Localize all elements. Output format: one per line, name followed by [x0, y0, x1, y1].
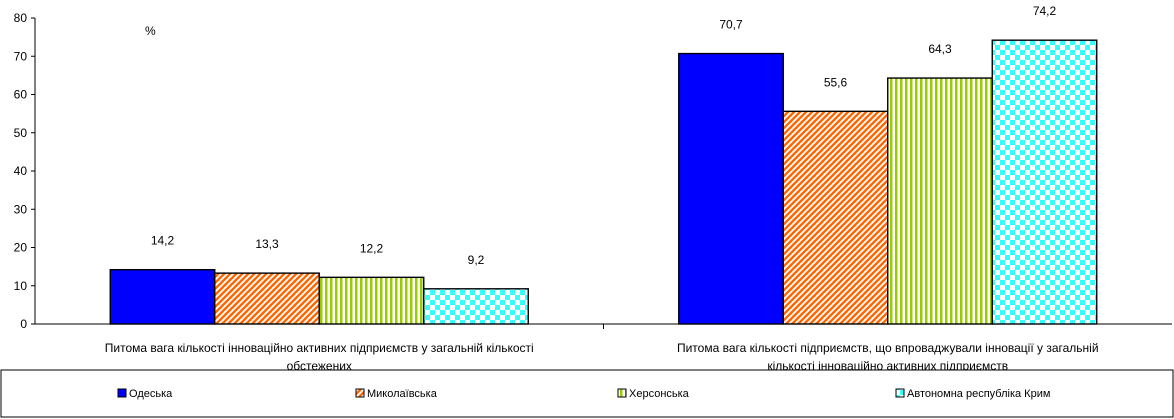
y-tick-label: 80: [14, 11, 28, 25]
data-labels: 14,2 13,3 12,2 9,2 70,7 55,6 64,3 74,2: [151, 4, 1057, 267]
bar: [109, 268, 216, 325]
unit-label: %: [145, 24, 156, 38]
y-tick-label: 40: [14, 164, 28, 178]
bars: [109, 39, 1098, 325]
legend-label: Миколаївська: [367, 388, 438, 400]
y-tick-label: 10: [14, 279, 28, 293]
bar: [214, 272, 320, 325]
data-label: 14,2: [151, 234, 175, 248]
legend-label: Автономна республіка Крим: [907, 388, 1050, 400]
data-label: 55,6: [824, 75, 848, 89]
y-tick-label: 30: [14, 202, 28, 216]
legend-swatch: [117, 388, 127, 398]
y-tick-label: 0: [20, 317, 27, 331]
data-label: 74,2: [1033, 4, 1057, 18]
y-tick-label: 60: [14, 88, 28, 102]
data-label: 64,3: [928, 42, 952, 56]
bar: [887, 77, 993, 325]
y-tick-label: 70: [14, 49, 28, 63]
category-label: Питома вага кількості інноваційно активн…: [105, 341, 534, 373]
category-label: Питома вага кількості підприємств, що вп…: [677, 341, 1099, 373]
category-labels: Питома вага кількості інноваційно активн…: [105, 341, 1099, 373]
bar: [991, 39, 1098, 325]
legend-label: Херсонська: [629, 388, 690, 400]
legend-swatch: [895, 388, 905, 398]
legend-frame: [0, 369, 1174, 418]
data-label: 9,2: [468, 253, 485, 267]
legend-label: Одеська: [129, 388, 173, 400]
bar: [318, 276, 425, 325]
bar: [678, 52, 784, 325]
y-tick-label: 50: [14, 126, 28, 140]
data-label: 70,7: [719, 18, 743, 32]
bar: [782, 110, 889, 325]
legend-swatch: [617, 388, 627, 398]
y-tick-label: 20: [14, 241, 28, 255]
legend: Одеська Миколаївська Херсонська Автономна р…: [0, 369, 1174, 418]
legend-swatch: [355, 388, 365, 398]
data-label: 13,3: [255, 237, 279, 251]
bar: [423, 288, 529, 325]
data-label: 12,2: [360, 241, 384, 255]
